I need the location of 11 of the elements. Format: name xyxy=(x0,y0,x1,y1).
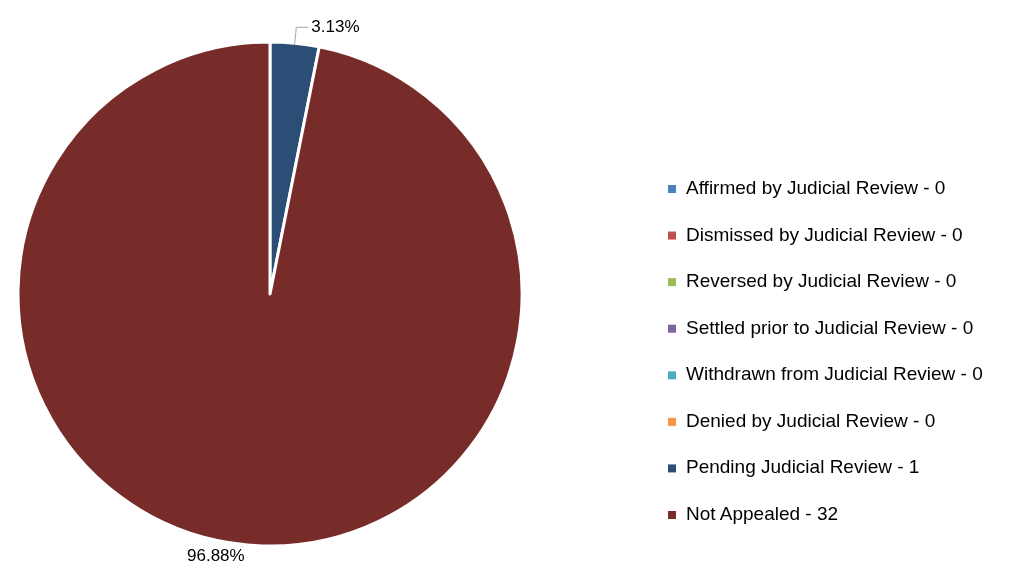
legend-label: Affirmed by Judicial Review - 0 xyxy=(686,177,946,199)
legend-label: Not Appealed - 32 xyxy=(686,503,839,525)
legend-label: Dismissed by Judicial Review - 0 xyxy=(686,223,963,245)
legend-label: Settled prior to Judicial Review - 0 xyxy=(686,316,974,338)
data-label: 3.13% xyxy=(311,16,360,36)
legend-label: Pending Judicial Review - 1 xyxy=(686,456,920,478)
legend-label: Denied by Judicial Review - 0 xyxy=(686,409,936,431)
data-label: 96.88% xyxy=(187,546,245,562)
legend-label: Reversed by Judicial Review - 0 xyxy=(686,270,957,292)
pie-slice xyxy=(16,40,524,548)
legend-label: Withdrawn from Judicial Review - 0 xyxy=(686,363,983,385)
